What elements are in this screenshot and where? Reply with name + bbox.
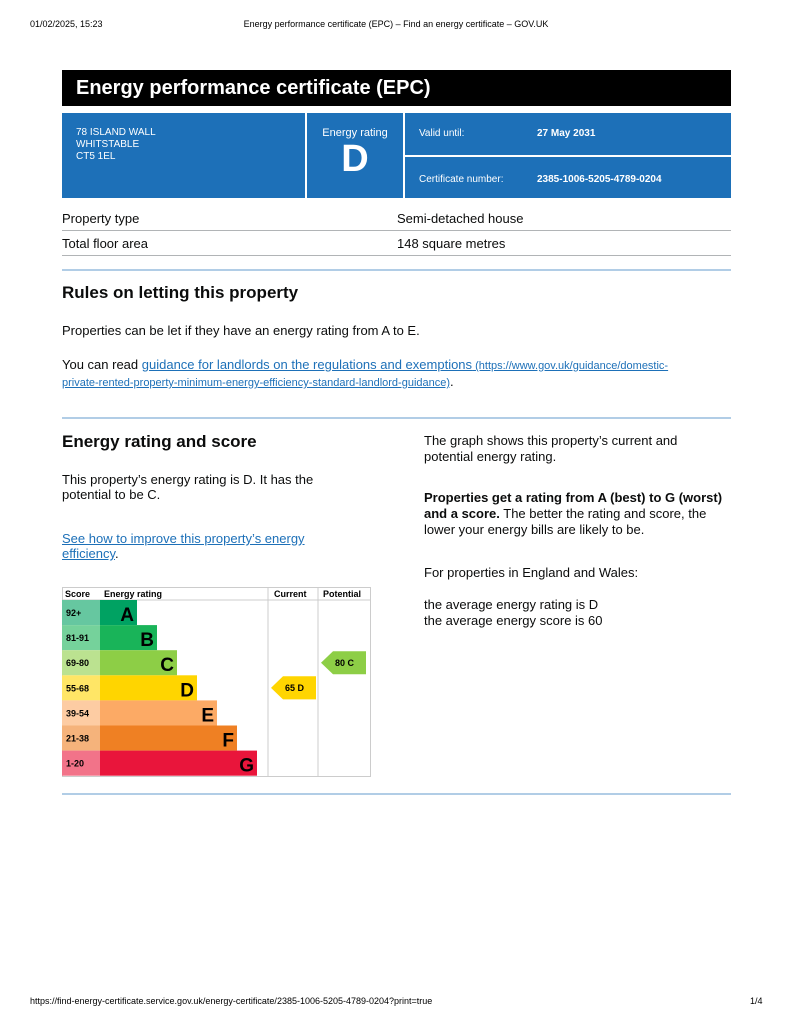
header-potential: Potential: [323, 589, 361, 599]
certificate-row: Certificate number: 2385-1006-5205-4789-…: [405, 157, 731, 198]
landlord-guidance-link[interactable]: guidance for landlords on the regulation…: [62, 357, 669, 389]
certificate-number: 2385-1006-5205-4789-0204: [537, 174, 662, 185]
band-letter-E: E: [201, 705, 214, 726]
band-letter-D: D: [180, 680, 194, 701]
score-cell-F: [62, 725, 100, 751]
band-bar-A: [100, 600, 137, 626]
address-line: WHITSTABLE: [76, 139, 140, 150]
section-rule: [62, 417, 731, 419]
address: 78 ISLAND WALL WHITSTABLE CT5 1EL: [62, 113, 305, 198]
band-letter-G: G: [239, 756, 254, 777]
current-rating-label: 65 D: [285, 683, 305, 693]
band-bar-E: [100, 700, 217, 726]
valid-until-row: Valid until: 27 May 2031: [405, 113, 731, 155]
score-cell-A: [62, 600, 100, 626]
header-current: Current: [274, 589, 307, 599]
score-para: This property’s energy rating is D. It h…: [62, 472, 314, 502]
score-range-A: 92+: [66, 608, 81, 618]
band-bar-B: [100, 625, 157, 651]
score-range-B: 81-91: [66, 633, 89, 643]
energy-rating-label: Energy rating: [322, 127, 388, 139]
potential-rating-label: 80 C: [335, 658, 355, 668]
current-rating-arrow: [271, 676, 316, 700]
score-cell-D: [62, 675, 100, 701]
text: You can read: [62, 357, 142, 372]
england-wales-note: For properties in England and Wales:: [424, 565, 639, 580]
address-line: 78 ISLAND WALL: [76, 127, 156, 138]
page-title: Energy performance certificate (EPC): [62, 70, 731, 106]
score-heading: Energy rating and score: [62, 432, 257, 451]
valid-until-label: Valid until:: [419, 128, 465, 139]
band-bar-D: [100, 675, 197, 701]
letting-guidance: You can read guidance for landlords on t…: [62, 357, 742, 391]
print-title: Energy performance certificate (EPC) – F…: [243, 19, 549, 29]
score-cell-C: [62, 650, 100, 676]
energy-rating-box: Energy rating D: [307, 113, 403, 198]
divider: [62, 230, 731, 231]
score-range-D: 55-68: [66, 683, 89, 693]
band-bar-C: [100, 650, 177, 676]
property-type-label: Property type: [62, 211, 140, 226]
print-page-number: 1/4: [750, 996, 763, 1006]
band-bar-F: [100, 725, 237, 751]
band-letter-A: A: [120, 605, 134, 626]
graph-explanation: The graph shows this property’s current …: [424, 433, 678, 464]
score-range-G: 1-20: [66, 759, 84, 769]
print-url: https://find-energy-certificate.service.…: [30, 996, 433, 1006]
letting-para: Properties can be let if they have an en…: [62, 323, 420, 338]
potential-rating-arrow: [321, 651, 366, 675]
band-letter-F: F: [222, 731, 234, 752]
floor-area-value: 148 square metres: [397, 236, 506, 251]
energy-rating-chart: Score Energy rating Current Potential 92+ A 81…: [62, 587, 371, 777]
improve-efficiency: See how to improve this property’s energ…: [62, 531, 305, 561]
section-rule: [62, 269, 731, 271]
divider: [62, 255, 731, 256]
section-rule: [62, 793, 731, 795]
score-range-E: 39-54: [66, 708, 89, 718]
rating-explanation: Properties get a rating from A (best) to…: [424, 490, 723, 537]
text: .: [450, 374, 454, 389]
score-range-F: 21-38: [66, 734, 89, 744]
band-letter-B: B: [140, 630, 154, 651]
property-type-value: Semi-detached house: [397, 211, 524, 226]
print-datetime: 01/02/2025, 15:23: [30, 19, 103, 29]
score-range-C: 69-80: [66, 658, 89, 668]
header-energy-rating: Energy rating: [104, 589, 162, 599]
letting-heading: Rules on letting this property: [62, 283, 299, 302]
floor-area-label: Total floor area: [62, 236, 148, 251]
score-cell-G: [62, 750, 100, 776]
address-line: CT5 1EL: [76, 151, 116, 162]
valid-until-value: 27 May 2031: [537, 128, 596, 139]
header-score: Score: [65, 589, 90, 599]
certificate-label: Certificate number:: [419, 174, 504, 185]
score-cell-E: [62, 700, 100, 726]
band-letter-C: C: [160, 655, 174, 676]
band-bar-G: [100, 750, 257, 776]
energy-rating-value: D: [341, 138, 369, 180]
improve-efficiency-link[interactable]: See how to improve this property’s energ…: [62, 531, 305, 561]
score-cell-B: [62, 625, 100, 651]
